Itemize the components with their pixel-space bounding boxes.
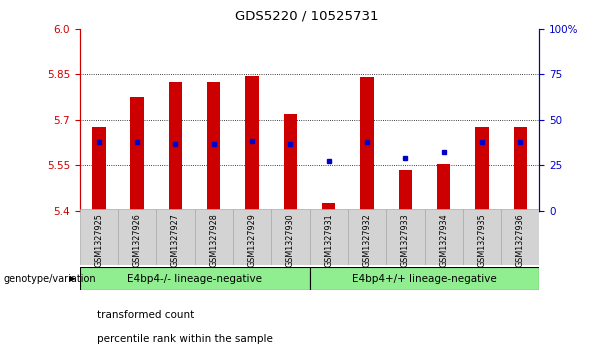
Bar: [360, 77, 374, 211]
Text: GSM1327936: GSM1327936: [516, 213, 525, 267]
Bar: [437, 164, 451, 211]
Bar: [322, 203, 335, 211]
Text: percentile rank within the sample: percentile rank within the sample: [97, 334, 273, 344]
Bar: [169, 82, 182, 211]
Text: GSM1327932: GSM1327932: [362, 213, 371, 267]
Text: GSM1327926: GSM1327926: [132, 213, 142, 267]
Bar: [424, 209, 463, 265]
Bar: [514, 127, 527, 211]
Bar: [475, 127, 489, 211]
Text: GSM1327930: GSM1327930: [286, 213, 295, 267]
Text: GSM1327927: GSM1327927: [171, 213, 180, 267]
Bar: [386, 209, 424, 265]
Text: GSM1327933: GSM1327933: [401, 213, 410, 267]
Bar: [501, 209, 539, 265]
Bar: [284, 114, 297, 211]
Bar: [348, 209, 386, 265]
Text: genotype/variation: genotype/variation: [3, 274, 96, 284]
Bar: [80, 267, 310, 290]
Bar: [92, 127, 105, 211]
Text: transformed count: transformed count: [97, 310, 194, 320]
Bar: [80, 209, 118, 265]
Text: E4bp4+/+ lineage-negative: E4bp4+/+ lineage-negative: [352, 274, 497, 284]
Bar: [118, 209, 156, 265]
Bar: [207, 82, 221, 211]
Bar: [156, 209, 195, 265]
Bar: [131, 97, 144, 211]
Bar: [245, 76, 259, 211]
Bar: [233, 209, 271, 265]
Text: GSM1327929: GSM1327929: [248, 213, 257, 267]
Text: GDS5220 / 10525731: GDS5220 / 10525731: [235, 9, 378, 22]
Text: GSM1327931: GSM1327931: [324, 213, 333, 267]
Bar: [398, 170, 412, 211]
Text: GSM1327928: GSM1327928: [209, 213, 218, 267]
Bar: [310, 267, 539, 290]
Text: GSM1327935: GSM1327935: [478, 213, 487, 267]
Text: GSM1327934: GSM1327934: [439, 213, 448, 267]
Bar: [271, 209, 310, 265]
Bar: [195, 209, 233, 265]
Bar: [310, 209, 348, 265]
Bar: [463, 209, 501, 265]
Text: E4bp4-/- lineage-negative: E4bp4-/- lineage-negative: [127, 274, 262, 284]
Text: GSM1327925: GSM1327925: [94, 213, 104, 267]
